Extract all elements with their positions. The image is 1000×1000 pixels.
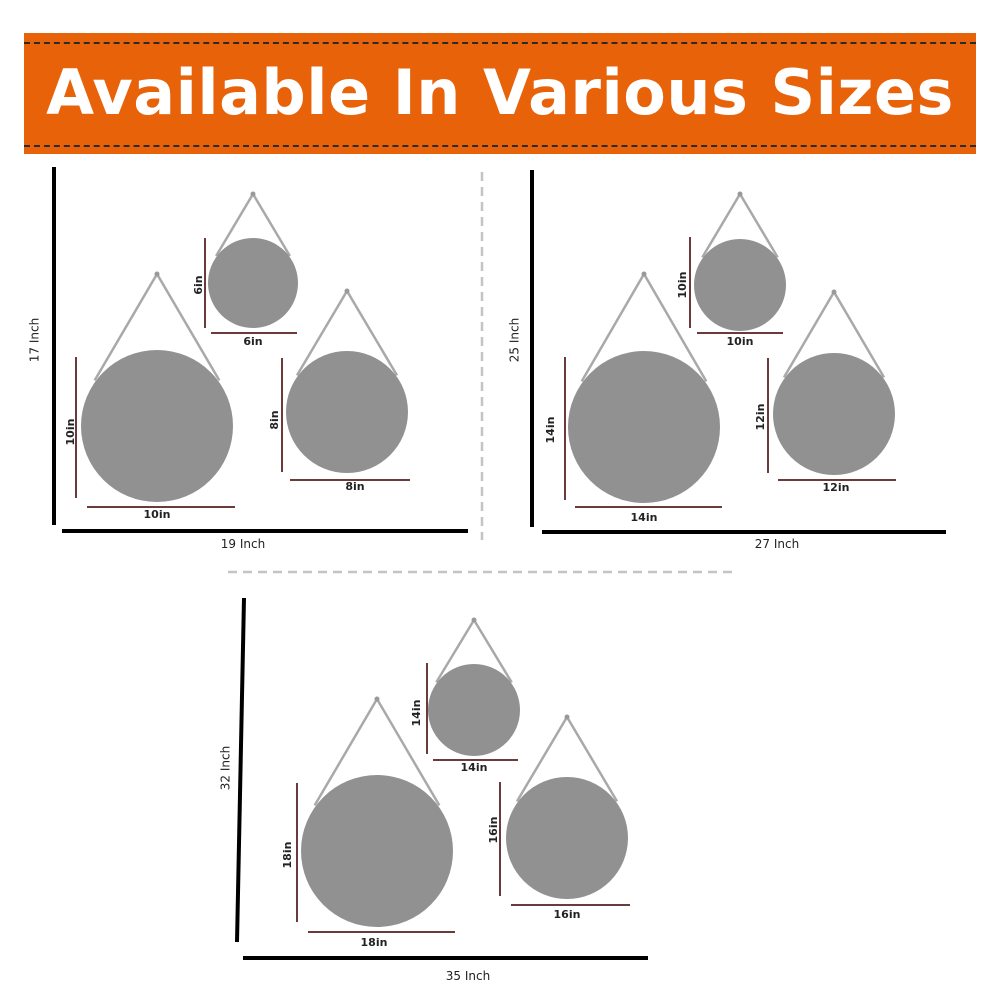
hook-icon	[641, 271, 647, 277]
round-mirror	[506, 777, 628, 899]
mirror-14in: 14in 14in	[544, 271, 722, 524]
round-mirror	[301, 775, 453, 927]
mirror-18in: 18in 18in	[281, 696, 455, 949]
hook-icon	[471, 617, 477, 623]
mirror-16in: 16in 16in	[487, 714, 630, 921]
mirror-width-label: 14in	[461, 761, 488, 774]
mirror-width-label: 14in	[631, 511, 658, 524]
size-set-2: 25 Inch 27 Inch 10in 10in 14in 14in 12in 12in	[508, 170, 946, 551]
total-height-label: 17 Inch	[28, 318, 42, 362]
size-set-3: 32 Inch 35 Inch 14in 14in 18in 18in 16in 16in	[219, 597, 648, 983]
total-height-label: 25 Inch	[508, 318, 522, 362]
mirror-width-label: 8in	[345, 480, 364, 493]
mirror-width-label: 12in	[823, 481, 850, 494]
mirror-width-label: 10in	[144, 508, 171, 521]
mirror-height-label: 16in	[487, 817, 500, 844]
mirror-14in: 14in 14in	[410, 617, 520, 774]
round-mirror	[286, 351, 408, 473]
mirror-height-label: 8in	[268, 410, 281, 429]
mirror-height-label: 10in	[676, 272, 689, 299]
banner-title: Available In Various Sizes	[46, 56, 954, 129]
total-width-label: 27 Inch	[755, 537, 799, 551]
round-mirror	[81, 350, 233, 502]
hook-icon	[831, 289, 837, 295]
round-mirror	[568, 351, 720, 503]
hook-icon	[154, 271, 160, 277]
mirror-height-label: 18in	[281, 842, 294, 869]
mirror-10in: 10in 10in	[676, 191, 786, 348]
mirror-height-label: 6in	[192, 275, 205, 294]
mirror-width-label: 18in	[361, 936, 388, 949]
mirror-8in: 8in 8in	[268, 288, 410, 493]
round-mirror	[428, 664, 520, 756]
mirror-width-label: 6in	[243, 335, 262, 348]
total-width-label: 35 Inch	[446, 969, 490, 983]
mirror-height-label: 12in	[754, 404, 767, 431]
hook-icon	[374, 696, 380, 702]
total-height-label: 32 Inch	[219, 746, 233, 790]
mirror-width-label: 16in	[554, 908, 581, 921]
total-width-label: 19 Inch	[221, 537, 265, 551]
mirror-height-label: 14in	[544, 417, 557, 444]
mirror-height-label: 10in	[64, 419, 77, 446]
mirror-width-label: 10in	[727, 335, 754, 348]
top-stitch-line	[24, 42, 976, 44]
hook-icon	[564, 714, 570, 720]
mirror-height-label: 14in	[410, 700, 423, 727]
height-bar	[235, 597, 246, 943]
round-mirror	[773, 353, 895, 475]
mirror-6in: 6in 6in	[192, 191, 298, 348]
title-banner: Available In Various Sizes	[24, 33, 976, 154]
bottom-stitch-line	[24, 145, 976, 147]
round-mirror	[694, 239, 786, 331]
mirror-10in: 10in 10in	[64, 271, 235, 521]
hook-icon	[737, 191, 743, 197]
mirror-12in: 12in 12in	[754, 289, 896, 494]
round-mirror	[208, 238, 298, 328]
hook-icon	[250, 191, 256, 197]
size-set-1: 17 Inch 19 Inch 6in 6in 10in 10in 8in 8in	[28, 167, 468, 551]
hook-icon	[344, 288, 350, 294]
